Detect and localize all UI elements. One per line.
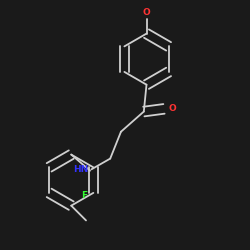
Text: HN: HN: [74, 165, 89, 174]
Text: O: O: [143, 8, 150, 17]
Text: F: F: [81, 191, 87, 200]
Text: O: O: [169, 104, 176, 113]
